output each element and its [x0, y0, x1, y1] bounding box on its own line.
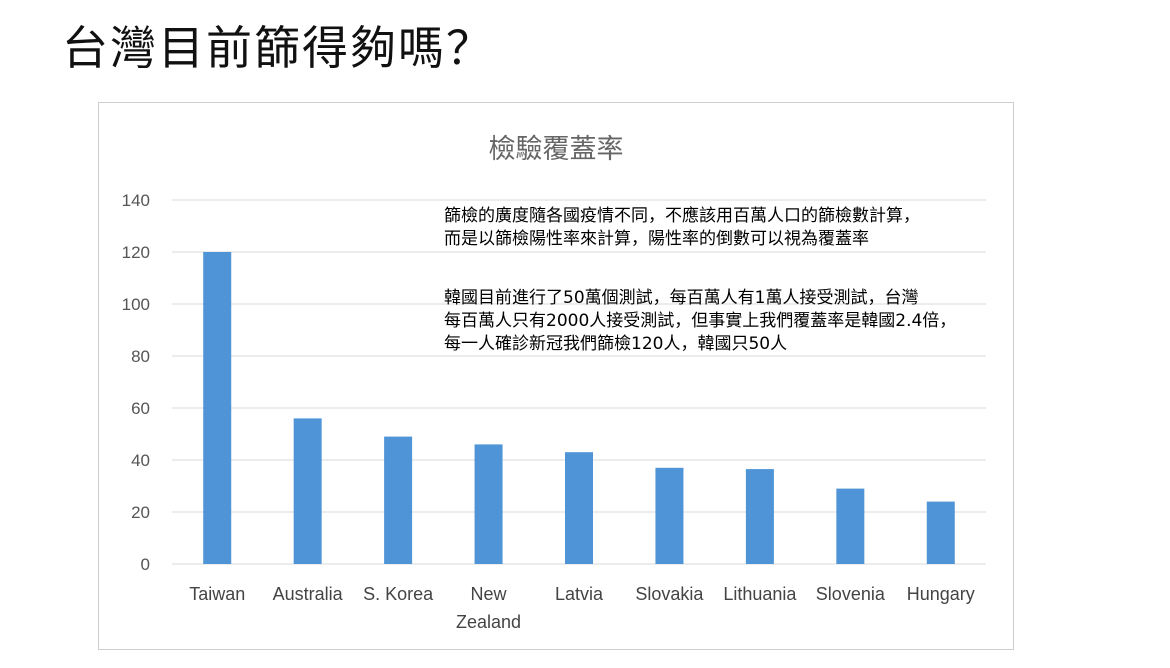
- annotation-line: 韓國目前進行了50萬個測試，每百萬人有1萬人接受測試，台灣: [444, 288, 919, 308]
- bar-slovakia: [655, 467, 684, 564]
- x-category-label: Lithuania: [723, 584, 797, 604]
- x-category-label: Slovenia: [816, 584, 886, 604]
- bar-new-zealand: [474, 444, 503, 564]
- bars: [203, 252, 955, 564]
- y-tick-label: 60: [131, 399, 150, 418]
- x-category-label: Australia: [273, 584, 344, 604]
- y-tick-label: 0: [141, 555, 150, 574]
- slide-title: 台灣目前篩得夠嗎？: [62, 21, 494, 75]
- annotation-line: 每百萬人只有2000人接受測試，但事實上我們覆蓋率是韓國2.4倍，: [444, 311, 957, 331]
- y-tick-label: 40: [131, 451, 150, 470]
- x-category-label: Zealand: [456, 612, 521, 632]
- x-axis-categories: Taiwan Australia S. Korea New Zealand Latvia S…: [189, 584, 975, 632]
- bar-hungary: [926, 501, 955, 564]
- x-category-label: S. Korea: [363, 584, 434, 604]
- bar-slovenia: [836, 488, 865, 564]
- y-tick-label: 140: [122, 191, 150, 210]
- annotation-paragraph-1: 篩檢的廣度隨各國疫情不同，不應該用百萬人口的篩檢數計算， 而是以篩檢陽性率來計算…: [444, 205, 920, 251]
- bar-s-korea: [384, 436, 413, 564]
- x-category-label: Latvia: [555, 584, 604, 604]
- bar-taiwan: [203, 252, 232, 564]
- x-category-label: Taiwan: [189, 584, 245, 604]
- x-category-label: New: [471, 584, 508, 604]
- bar-lithuania: [745, 469, 774, 564]
- annotation-line: 每一人確診新冠我們篩檢120人，韓國只50人: [444, 334, 788, 354]
- x-category-label: Hungary: [907, 584, 975, 604]
- chart-title: 檢驗覆蓋率: [489, 134, 624, 165]
- y-tick-label: 100: [122, 295, 150, 314]
- y-axis-ticks: 0 20 40 60 80 100 120 140: [122, 191, 150, 574]
- bar-latvia: [565, 452, 593, 564]
- y-tick-label: 20: [131, 503, 150, 522]
- annotation-line: 而是以篩檢陽性率來計算，陽性率的倒數可以視為覆蓋率: [444, 229, 869, 249]
- annotation-line: 篩檢的廣度隨各國疫情不同，不應該用百萬人口的篩檢數計算，: [444, 206, 920, 226]
- bar-australia: [293, 418, 322, 564]
- x-category-label: Slovakia: [635, 584, 704, 604]
- annotation-paragraph-2: 韓國目前進行了50萬個測試，每百萬人有1萬人接受測試，台灣 每百萬人只有2000…: [444, 287, 956, 356]
- y-tick-label: 80: [131, 347, 150, 366]
- y-tick-label: 120: [122, 243, 150, 262]
